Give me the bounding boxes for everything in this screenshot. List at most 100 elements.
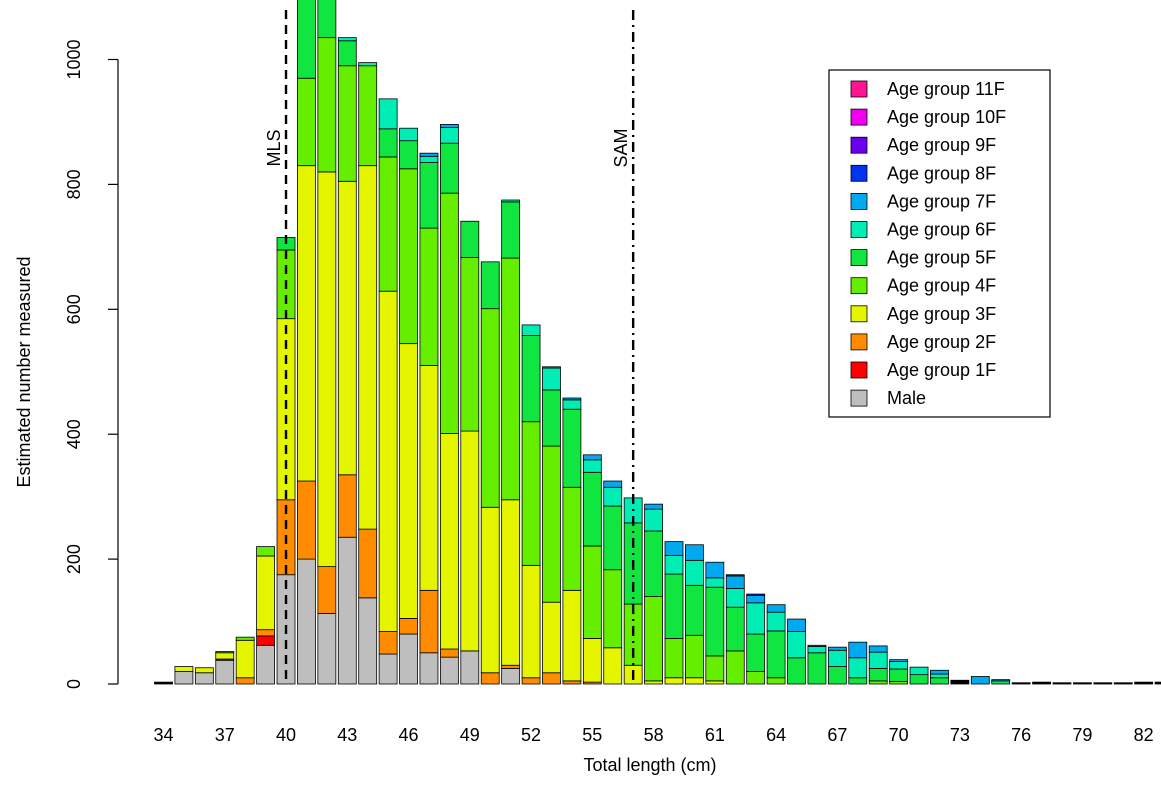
bar-segment [970, 676, 990, 685]
y-tick-label: 0 [64, 679, 84, 689]
legend-label: Age group 2F [887, 332, 996, 352]
bar-segment [215, 659, 235, 685]
bar-segment [868, 680, 888, 685]
reference-lines: MLS SAM [264, 10, 635, 684]
bar-segment [460, 220, 480, 258]
x-tick-label: 79 [1072, 725, 1092, 745]
bar-segment [868, 667, 888, 682]
bar-segment [685, 584, 704, 636]
y-tick-label: 200 [64, 544, 84, 574]
x-tick-label: 67 [827, 725, 847, 745]
bar-segment [766, 604, 786, 613]
y-tick-label: 1000 [64, 39, 84, 79]
bar-segment [521, 564, 541, 679]
bar-segment [297, 558, 316, 685]
bar-segment [1134, 681, 1154, 685]
bar-segment [480, 308, 500, 508]
bar-segment [766, 677, 786, 685]
bar-segment [399, 343, 418, 619]
y-tick-label: 800 [64, 169, 84, 199]
legend-label: Age group 3F [887, 304, 996, 324]
x-axis: 343740434649525558616467707376798285 [153, 725, 1153, 745]
legend-label: Male [887, 388, 926, 408]
x-tick-label: 73 [950, 725, 970, 745]
bar-segment [705, 680, 725, 685]
bar-segment [337, 65, 357, 182]
bar-segment [746, 602, 766, 635]
bar-segment [725, 574, 745, 577]
bar-segment [399, 168, 418, 345]
bar-segment [542, 445, 561, 603]
x-tick-label: 64 [766, 725, 786, 745]
bar-segment [419, 152, 439, 157]
bar-segment [868, 651, 888, 669]
bar-segment [439, 124, 459, 128]
bar-segment [501, 499, 521, 666]
legend-swatch [850, 221, 868, 238]
bar-segment [603, 480, 623, 488]
bar-segment [521, 677, 541, 685]
bar-segment [358, 528, 378, 599]
bar-segment [439, 127, 459, 144]
y-axis: 0 200 400 600 800 1000 [64, 39, 119, 689]
bar-segment [787, 657, 806, 685]
bar-segment [399, 140, 418, 170]
x-tick-label: 40 [276, 725, 296, 745]
bar-segment [582, 471, 602, 547]
legend-label: Age group 9F [887, 135, 996, 155]
bar-segment [725, 588, 745, 608]
bar-segment [256, 629, 276, 637]
bar-segment [1154, 681, 1161, 685]
bar-segment [705, 577, 725, 588]
bar-segment [419, 227, 439, 366]
legend-swatch [850, 305, 868, 323]
bar-segment [460, 430, 480, 652]
bar-segment [460, 650, 480, 685]
bar-segment [582, 545, 602, 639]
bar-segment [317, 171, 337, 567]
legend-swatch [850, 136, 868, 154]
bar-segment [848, 641, 868, 659]
bar-segment [827, 649, 847, 667]
y-tick-label: 600 [64, 294, 84, 324]
bar-segment [909, 666, 929, 676]
bar-segment [725, 650, 745, 685]
bar-segment [419, 162, 439, 229]
legend-swatch [850, 277, 868, 295]
bar-segment [848, 677, 868, 685]
bar-segment [235, 639, 255, 679]
bar-segment [644, 530, 663, 597]
bar-segment [1093, 682, 1113, 685]
x-tick-label: 76 [1011, 725, 1031, 745]
bar-segment [480, 672, 500, 685]
bar-segment [358, 62, 378, 67]
bar-segment [562, 408, 582, 488]
bar-segment [1032, 681, 1051, 685]
legend-swatch [850, 80, 868, 98]
bar-segment [337, 37, 357, 42]
bar-segment [889, 661, 909, 670]
bar-segment [317, 0, 337, 39]
bar-segment [766, 611, 786, 632]
bar-segment [787, 618, 806, 632]
legend-swatch [850, 361, 868, 379]
y-tick-label: 400 [64, 419, 84, 449]
bar-segment [603, 486, 623, 507]
bar-segment [827, 646, 847, 651]
bar-segment [215, 652, 235, 660]
bar-segment [439, 142, 459, 194]
bar-segment [868, 645, 888, 653]
x-tick-label: 49 [460, 725, 480, 745]
bar-segment [235, 677, 255, 685]
bar-segment [685, 544, 704, 561]
bar-segment [378, 290, 398, 632]
bar-segment [746, 594, 766, 604]
x-axis-title: Total length (cm) [583, 755, 716, 775]
bar-segment [521, 421, 541, 566]
bar-segment [685, 634, 704, 679]
bar-segment [297, 77, 316, 167]
bar-segment [337, 40, 357, 67]
bar-segment [705, 561, 725, 579]
bar-segment [521, 335, 541, 423]
bar-segment [378, 98, 398, 130]
